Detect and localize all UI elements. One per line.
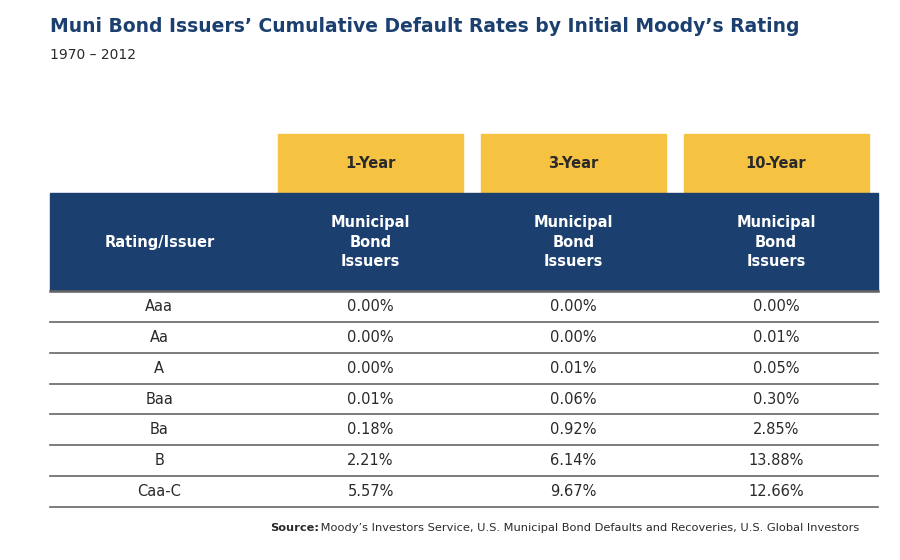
Text: 1-Year: 1-Year	[346, 156, 396, 171]
Text: 9.67%: 9.67%	[550, 484, 597, 499]
Text: 13.88%: 13.88%	[749, 453, 804, 468]
Text: Baa: Baa	[146, 391, 174, 407]
Text: 1970 – 2012: 1970 – 2012	[50, 48, 136, 62]
Text: 10-Year: 10-Year	[746, 156, 806, 171]
Text: Aaa: Aaa	[145, 299, 174, 314]
Text: Moody’s Investors Service, U.S. Municipal Bond Defaults and Recoveries, U.S. Glo: Moody’s Investors Service, U.S. Municipa…	[317, 523, 859, 533]
Text: 5.57%: 5.57%	[347, 484, 393, 499]
Bar	[269, 193, 472, 291]
Text: 0.00%: 0.00%	[347, 330, 394, 345]
Text: 0.00%: 0.00%	[550, 330, 597, 345]
Text: 3-Year: 3-Year	[548, 156, 599, 171]
Bar	[278, 134, 463, 193]
Bar	[50, 193, 269, 291]
Text: 0.18%: 0.18%	[347, 422, 393, 437]
Text: 6.14%: 6.14%	[550, 453, 597, 468]
Text: A: A	[154, 361, 165, 376]
Text: 0.00%: 0.00%	[752, 299, 799, 314]
Text: 0.00%: 0.00%	[347, 361, 394, 376]
Text: 0.00%: 0.00%	[550, 299, 597, 314]
Text: 0.92%: 0.92%	[550, 422, 597, 437]
Bar	[684, 134, 868, 193]
Bar	[675, 193, 878, 291]
Text: 0.06%: 0.06%	[550, 391, 597, 407]
Bar	[481, 134, 666, 193]
Text: 0.01%: 0.01%	[753, 330, 799, 345]
Text: 12.66%: 12.66%	[748, 484, 804, 499]
Text: Municipal
Bond
Issuers: Municipal Bond Issuers	[534, 216, 613, 269]
Text: 0.30%: 0.30%	[753, 391, 799, 407]
Text: Ba: Ba	[150, 422, 169, 437]
Text: 0.00%: 0.00%	[347, 299, 394, 314]
Text: B: B	[155, 453, 165, 468]
Text: Caa-C: Caa-C	[138, 484, 181, 499]
Text: 2.21%: 2.21%	[347, 453, 394, 468]
Text: 0.05%: 0.05%	[753, 361, 799, 376]
Text: Rating/Issuer: Rating/Issuer	[104, 235, 214, 250]
Text: 2.85%: 2.85%	[753, 422, 799, 437]
Text: Aa: Aa	[149, 330, 169, 345]
Bar	[472, 193, 675, 291]
Text: Municipal
Bond
Issuers: Municipal Bond Issuers	[736, 216, 816, 269]
Text: Source:: Source:	[270, 523, 319, 533]
Text: Muni Bond Issuers’ Cumulative Default Rates by Initial Moody’s Rating: Muni Bond Issuers’ Cumulative Default Ra…	[50, 17, 799, 36]
Text: 0.01%: 0.01%	[550, 361, 597, 376]
Text: Municipal
Bond
Issuers: Municipal Bond Issuers	[331, 216, 410, 269]
Text: 0.01%: 0.01%	[347, 391, 394, 407]
